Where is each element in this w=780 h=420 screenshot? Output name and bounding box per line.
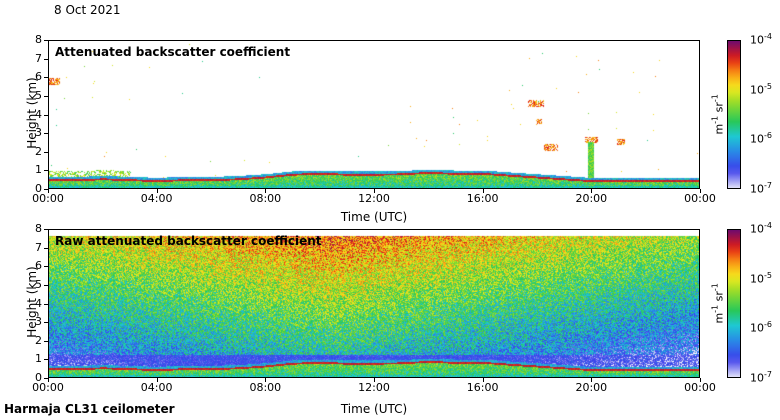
y-tick-mark (44, 248, 48, 249)
y-tick-mark (44, 322, 48, 323)
x-tick-mark (591, 378, 592, 382)
y-tick-mark (44, 378, 48, 379)
raw-backscatter-plot[interactable]: Raw attenuated backscatter coefficient (48, 229, 700, 378)
y-axis-label: Height (km) (25, 266, 39, 338)
raw-backscatter-heatmap (49, 230, 699, 377)
colorbar-tick-label: 10-6 (750, 320, 772, 335)
x-tick-label: 00:00 (684, 381, 716, 394)
colorbar-tick-label: 10-5 (750, 81, 772, 97)
x-tick-label: 16:00 (466, 192, 499, 205)
colorbar-tick-label: 10-4 (750, 221, 772, 236)
x-tick-label: 04:00 (140, 192, 173, 205)
y-tick-mark (44, 341, 48, 342)
y-tick-mark (44, 285, 48, 286)
x-tick-mark (48, 189, 49, 193)
y-tick-label: 0 (35, 182, 42, 195)
date-label: 8 Oct 2021 (54, 3, 121, 17)
y-tick-label: 5 (35, 277, 42, 291)
x-tick-mark (700, 378, 701, 382)
x-tick-label: 04:00 (140, 381, 173, 394)
y-tick-label: 2 (35, 333, 42, 347)
x-tick-label: 20:00 (575, 381, 608, 394)
y-tick-label: 7 (35, 51, 42, 65)
y-tick-mark (44, 40, 48, 41)
x-tick-mark (700, 189, 701, 193)
x-tick-mark (265, 378, 266, 382)
y-tick-label: 1 (35, 352, 42, 366)
colorbar-tick-label: 10-7 (750, 370, 772, 385)
y-tick-label: 8 (35, 222, 42, 235)
y-tick-mark (44, 152, 48, 153)
y-tick-label: 4 (35, 107, 42, 121)
x-tick-mark (483, 189, 484, 193)
x-tick-mark (265, 189, 266, 193)
y-tick-label: 8 (35, 33, 42, 46)
x-tick-mark (591, 189, 592, 193)
y-tick-label: 4 (35, 296, 42, 310)
y-tick-mark (44, 266, 48, 267)
x-tick-label: 00:00 (684, 192, 716, 205)
y-tick-label: 1 (35, 163, 42, 177)
colorbar-tick-label: 10-6 (750, 131, 772, 146)
y-tick-label: 0 (35, 371, 42, 384)
station-label: Harmaja CL31 ceilometer (4, 402, 175, 416)
y-tick-label: 7 (35, 240, 42, 254)
y-tick-label: 6 (35, 259, 42, 273)
x-tick-mark (157, 378, 158, 382)
y-axis-label: Height (km) (25, 77, 39, 149)
x-tick-mark (374, 378, 375, 382)
plot-title: Attenuated backscatter coefficient (55, 45, 291, 59)
x-tick-mark (374, 189, 375, 193)
x-tick-mark (157, 189, 158, 193)
colorbar-unit: m-1 sr-1 (710, 283, 726, 324)
y-tick-mark (44, 170, 48, 171)
colorbar-tick-label: 10-7 (750, 181, 772, 196)
x-tick-label: 12:00 (358, 192, 390, 205)
y-tick-mark (44, 59, 48, 60)
x-tick-label: 08:00 (249, 381, 282, 394)
y-tick-mark (44, 304, 48, 305)
y-tick-mark (44, 133, 48, 134)
backscatter-heatmap (49, 41, 699, 188)
x-tick-mark (48, 378, 49, 382)
y-tick-mark (44, 77, 48, 78)
x-tick-label: 20:00 (575, 192, 608, 205)
colorbar (727, 229, 741, 378)
x-tick-label: 00:00 (32, 381, 64, 394)
y-tick-label: 3 (35, 315, 42, 329)
y-tick-label: 5 (35, 88, 42, 102)
x-tick-label: 00:00 (32, 192, 64, 205)
plot-title: Raw attenuated backscatter coefficient (55, 234, 322, 248)
y-tick-mark (44, 115, 48, 116)
y-tick-mark (44, 359, 48, 360)
x-tick-mark (483, 378, 484, 382)
backscatter-plot[interactable]: Attenuated backscatter coefficient (48, 40, 700, 189)
x-axis-label: Time (UTC) (340, 402, 408, 416)
y-tick-mark (44, 96, 48, 97)
x-tick-label: 08:00 (249, 192, 282, 205)
colorbar (727, 40, 741, 189)
y-tick-mark (44, 229, 48, 230)
y-tick-mark (44, 189, 48, 190)
colorbar-tick-label: 10-5 (750, 270, 772, 286)
y-tick-label: 3 (35, 126, 42, 140)
y-tick-label: 6 (35, 70, 42, 84)
x-axis-label: Time (UTC) (340, 210, 408, 224)
x-tick-label: 12:00 (358, 381, 390, 394)
colorbar-unit: m-1 sr-1 (710, 94, 726, 135)
y-tick-label: 2 (35, 144, 42, 158)
colorbar-tick-label: 10-4 (750, 32, 772, 47)
x-tick-label: 16:00 (466, 381, 499, 394)
